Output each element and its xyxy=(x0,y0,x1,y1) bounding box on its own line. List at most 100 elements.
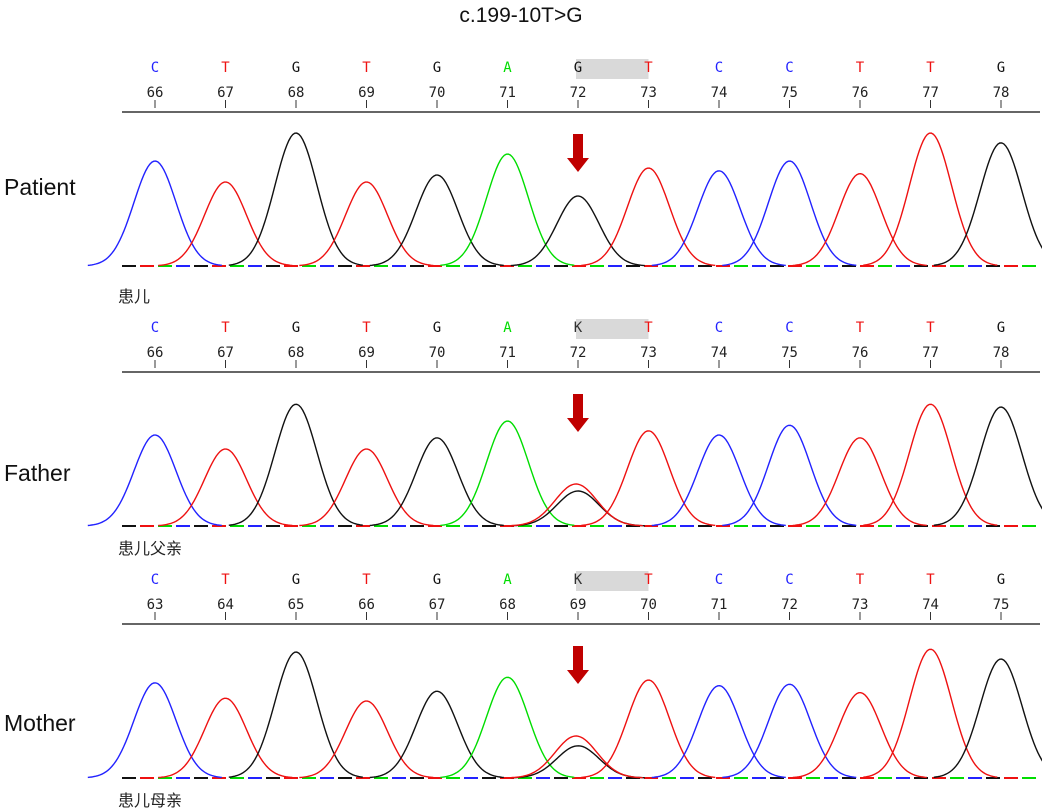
patient-base-call: T xyxy=(644,60,653,76)
patient-peak-T xyxy=(158,181,293,267)
mother-base-call: T xyxy=(856,572,865,588)
patient-highlight-box xyxy=(576,59,649,79)
mother-chromatogram-panel: C T G T G A K T C C T T G 63 64 65 66 67 68 69 70 71 72 73 74 75 … xyxy=(0,562,1042,812)
father-position-number: 67 xyxy=(217,345,234,361)
mother-peak-G xyxy=(369,690,504,779)
father-position-number: 66 xyxy=(147,345,164,361)
father-base-call: G xyxy=(292,320,300,336)
mother-peak-C xyxy=(651,684,786,779)
father-peak-G xyxy=(228,403,363,526)
mother-base-call: C xyxy=(715,572,723,588)
father-base-call: T xyxy=(926,320,935,336)
mother-position-number: 72 xyxy=(781,597,798,613)
mother-base-call: A xyxy=(503,572,512,588)
patient-peak-T xyxy=(299,181,434,267)
father-position-number: 77 xyxy=(922,345,939,361)
father-position-number: 74 xyxy=(711,345,728,361)
figure-title: c.199-10T>G xyxy=(459,4,583,27)
father-position-number: 70 xyxy=(429,345,446,361)
patient-base-call: C xyxy=(151,60,159,76)
mother-base-call: T xyxy=(644,572,653,588)
mother-base-call: C xyxy=(151,572,159,588)
father-peak-G xyxy=(933,406,1042,526)
mother-base-call: C xyxy=(785,572,793,588)
father-peak-G xyxy=(510,490,645,527)
father-peak-C xyxy=(87,434,222,527)
father-base-call: C xyxy=(151,320,159,336)
father-peak-T xyxy=(863,403,998,526)
father-base-call: C xyxy=(715,320,723,336)
mother-position-number: 66 xyxy=(358,597,375,613)
patient-base-call: A xyxy=(503,60,512,76)
mother-highlight-box xyxy=(576,571,649,591)
patient-peak-C xyxy=(722,160,857,267)
patient-position-number: 66 xyxy=(147,85,164,101)
father-peak-C xyxy=(722,424,857,527)
mother-position-number: 70 xyxy=(640,597,657,613)
patient-position-number: 71 xyxy=(499,85,516,101)
patient-position-number: 78 xyxy=(993,85,1010,101)
father-base-call: G xyxy=(433,320,441,336)
patient-position-number: 76 xyxy=(852,85,869,101)
mother-secondary-peak xyxy=(508,735,643,779)
patient-peak-C xyxy=(651,170,786,267)
mother-peak-G xyxy=(510,745,645,779)
patient-base-call: T xyxy=(926,60,935,76)
father-base-call: C xyxy=(785,320,793,336)
mother-peak-T xyxy=(299,700,434,779)
father-position-number: 76 xyxy=(852,345,869,361)
mother-base-call: T xyxy=(221,572,230,588)
mother-chromatogram: C T G T G A K T C C T T G 63 64 65 66 67 68 69 70 71 72 73 74 75 xyxy=(87,571,1042,779)
mother-position-number: 74 xyxy=(922,597,939,613)
father-base-call: G xyxy=(997,320,1005,336)
father-base-call: T xyxy=(362,320,371,336)
patient-position-number: 74 xyxy=(711,85,728,101)
patient-chromatogram-panel: C T G T G A G T C C T T G 66 67 68 69 70 71 72 73 74 75 76 77 78 … xyxy=(0,50,1042,306)
father-peak-T xyxy=(158,448,293,527)
patient-chromatogram: C T G T G A G T C C T T G 66 67 68 69 70 71 72 73 74 75 76 77 78 xyxy=(87,59,1042,267)
father-chromatogram: C T G T G A K T C C T T G 66 67 68 69 70 71 72 73 74 75 76 77 78 xyxy=(87,319,1042,527)
patient-sublabel: 患儿 xyxy=(118,287,151,306)
mother-peak-G xyxy=(933,658,1042,778)
mother-peak-G xyxy=(228,651,363,778)
father-peak-T xyxy=(299,448,434,527)
patient-base-call: T xyxy=(221,60,230,76)
father-base-call: T xyxy=(221,320,230,336)
patient-position-number: 68 xyxy=(288,85,305,101)
mother-peak-T xyxy=(792,692,927,779)
father-peak-G xyxy=(369,437,504,527)
patient-position-number: 73 xyxy=(640,85,657,101)
mother-peak-T xyxy=(158,697,293,779)
patient-base-call: G xyxy=(292,60,300,76)
mother-position-number: 68 xyxy=(499,597,516,613)
father-base-call: T xyxy=(644,320,653,336)
patient-peak-G xyxy=(933,142,1042,266)
patient-position-number: 72 xyxy=(570,85,587,101)
father-peak-C xyxy=(651,434,786,527)
patient-base-call: T xyxy=(362,60,371,76)
father-label: Father xyxy=(4,460,71,486)
mother-position-number: 69 xyxy=(570,597,587,613)
father-position-number: 72 xyxy=(570,345,587,361)
mother-position-number: 65 xyxy=(288,597,305,613)
father-position-number: 68 xyxy=(288,345,305,361)
patient-variant-arrow-icon xyxy=(567,158,589,172)
patient-peak-G xyxy=(228,132,363,266)
father-secondary-peak xyxy=(508,483,643,527)
patient-base-call: C xyxy=(715,60,723,76)
mother-peak-T xyxy=(863,648,998,778)
patient-label: Patient xyxy=(4,174,76,200)
mother-base-call: K xyxy=(574,572,583,588)
father-sublabel: 患儿父亲 xyxy=(118,539,183,558)
father-highlight-box xyxy=(576,319,649,339)
patient-position-number: 75 xyxy=(781,85,798,101)
patient-peak-G xyxy=(369,174,504,267)
patient-peak-G xyxy=(510,195,645,267)
mother-sublabel: 患儿母亲 xyxy=(118,791,183,810)
father-position-number: 75 xyxy=(781,345,798,361)
father-chromatogram-panel: C T G T G A K T C C T T G 66 67 68 69 70 71 72 73 74 75 76 77 78 … xyxy=(0,310,1042,562)
mother-position-number: 73 xyxy=(852,597,869,613)
mother-peak-C xyxy=(722,683,857,779)
mother-position-number: 63 xyxy=(147,597,164,613)
mother-position-number: 67 xyxy=(429,597,446,613)
